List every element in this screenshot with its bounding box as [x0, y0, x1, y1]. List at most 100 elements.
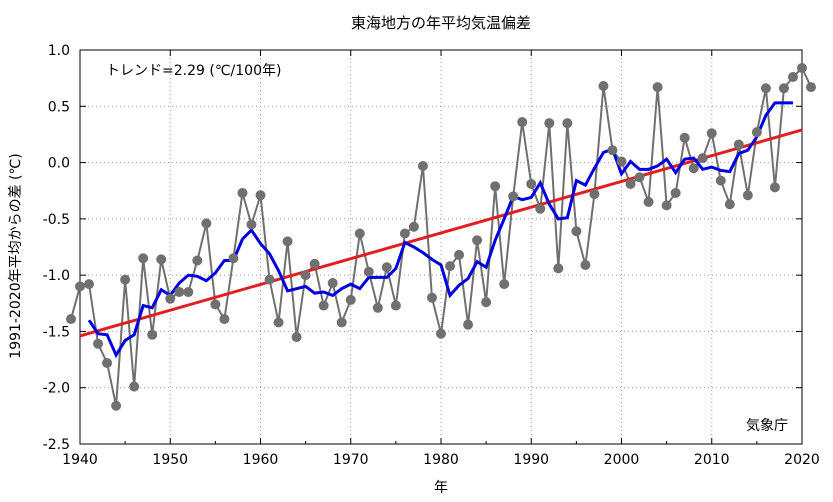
- annual-data-point: [760, 83, 771, 94]
- annual-data-point: [436, 328, 446, 339]
- annual-data-point: [517, 117, 528, 128]
- annual-data-point: [481, 297, 492, 308]
- annual-data-point: [282, 236, 293, 247]
- annual-data-point: [535, 203, 546, 214]
- annual-data-point: [84, 279, 95, 290]
- annual-data-point: [201, 218, 212, 229]
- annual-data-point: [102, 357, 113, 368]
- annual-data-point: [580, 260, 591, 271]
- y-tick-label: -1.0: [43, 268, 70, 284]
- y-tick-label: -1.5: [43, 324, 70, 340]
- annual-data-point: [65, 314, 76, 325]
- annual-data-point: [652, 82, 663, 93]
- x-tick-label: 1970: [333, 452, 369, 468]
- annual-data-point: [120, 274, 131, 285]
- annual-data-point: [688, 163, 699, 174]
- annual-data-point: [598, 81, 609, 92]
- annual-data-point: [724, 199, 735, 210]
- annual-data-point: [643, 196, 654, 207]
- x-tick-label: 1980: [423, 452, 459, 468]
- annual-data-point: [93, 338, 104, 349]
- annual-data-point: [778, 83, 789, 94]
- series-layer: [65, 63, 817, 411]
- annual-data-point: [219, 314, 230, 325]
- y-tick-label: -2.5: [43, 437, 70, 453]
- annual-data-point: [246, 219, 257, 230]
- x-tick-label: 1950: [152, 452, 188, 468]
- annual-data-point: [129, 381, 140, 392]
- annual-data-point: [472, 235, 483, 246]
- x-axis-label: 年: [434, 480, 448, 496]
- annual-data-point: [445, 261, 456, 272]
- annual-data-point: [797, 63, 807, 74]
- annual-data-point: [138, 253, 149, 264]
- tick-layer: 1940 1950 1960 1970 1980 1990 2000 2010 2020 1.0 0…: [43, 43, 820, 468]
- x-tick-label: 2000: [604, 452, 640, 468]
- annual-data-point: [616, 156, 627, 167]
- annual-data-point: [589, 189, 600, 200]
- annual-data-point: [111, 400, 122, 411]
- annual-data-point: [75, 281, 85, 292]
- y-tick-label: 0.0: [48, 156, 70, 172]
- annual-data-point: [661, 200, 672, 211]
- annual-data-point: [363, 266, 374, 277]
- annual-data-point: [255, 190, 266, 201]
- annual-data-point: [508, 191, 519, 202]
- annual-data-point: [156, 254, 167, 265]
- annual-data-point: [733, 139, 744, 150]
- annual-data-point: [327, 278, 338, 289]
- y-tick-label: 1.0: [48, 43, 70, 59]
- annual-data-point: [787, 72, 798, 83]
- annual-data-point: [454, 249, 465, 260]
- annual-data-point: [697, 153, 708, 164]
- trend-line: [79, 128, 803, 338]
- annual-data-point: [426, 292, 437, 303]
- annual-data-point: [345, 294, 356, 305]
- annual-data-point: [273, 317, 284, 328]
- annual-data-point: [679, 132, 690, 143]
- annual-data-point: [381, 262, 392, 273]
- annual-data-point: [670, 187, 681, 198]
- annual-data-point: [309, 258, 320, 269]
- annual-data-point: [769, 182, 780, 193]
- annual-data-point: [318, 300, 329, 311]
- annual-data-point: [562, 118, 573, 129]
- annual-data-point: [499, 279, 510, 290]
- annual-data-point: [300, 270, 311, 281]
- annual-data-point: [463, 319, 474, 330]
- annual-data-point: [751, 127, 762, 138]
- annual-data-point: [354, 228, 365, 239]
- annual-data-point: [147, 329, 158, 340]
- annual-data-point: [571, 226, 582, 237]
- annual-data-point: [336, 317, 347, 328]
- y-tick-label: 0.5: [48, 99, 70, 115]
- trend-annotation: トレンド=2.29 (℃/100年): [106, 63, 281, 79]
- y-tick-label: -0.5: [43, 212, 70, 228]
- grid-layer: [80, 50, 802, 444]
- x-tick-label: 2020: [784, 452, 820, 468]
- annual-data-point: [742, 190, 753, 201]
- annual-data-point: [553, 263, 564, 274]
- x-tick-label: 1940: [62, 452, 98, 468]
- x-tick-label: 2010: [694, 452, 730, 468]
- annual-data-point: [264, 274, 275, 285]
- annual-data-point: [165, 293, 176, 304]
- annual-data-point: [210, 299, 221, 310]
- annual-data-point: [607, 145, 618, 156]
- annual-data-point: [399, 228, 410, 239]
- annual-data-point: [183, 287, 194, 298]
- x-tick-label: 1960: [243, 452, 279, 468]
- source-annotation: 気象庁: [746, 418, 788, 434]
- annual-data-point: [417, 160, 428, 171]
- annual-data-point: [291, 332, 302, 343]
- annual-data-point: [408, 221, 419, 232]
- annual-data-point: [715, 175, 726, 186]
- annual-data-point: [490, 181, 501, 192]
- annual-data-point: [634, 172, 645, 183]
- annual-data-point: [625, 178, 636, 189]
- annual-data-point: [806, 82, 817, 93]
- annual-data-point: [526, 178, 537, 189]
- annual-data-point: [192, 255, 203, 266]
